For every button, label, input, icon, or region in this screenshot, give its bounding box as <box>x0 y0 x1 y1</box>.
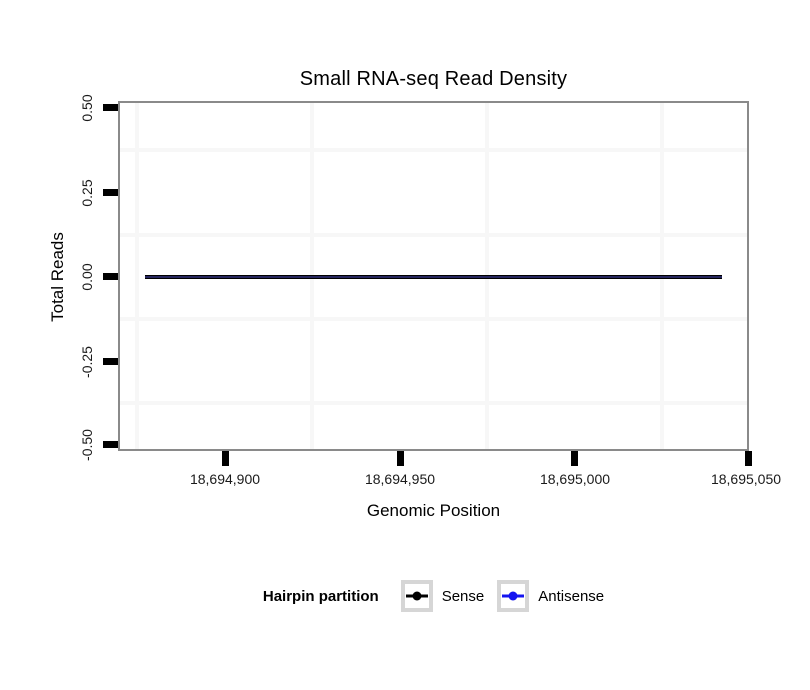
legend-item-antisense: Antisense <box>497 580 604 612</box>
y-tick-label: 0.00 <box>79 263 95 291</box>
y-tick-label: 0.50 <box>79 94 95 122</box>
minor-gridline-horizontal <box>120 401 747 405</box>
minor-gridline-horizontal <box>120 148 747 152</box>
sense-point-icon <box>412 591 422 601</box>
legend-title: Hairpin partition <box>262 587 379 605</box>
y-tick-label: -0.50 <box>79 429 95 461</box>
plot-panel <box>118 101 749 451</box>
minor-gridline-horizontal <box>120 317 747 321</box>
y-tick-label: -0.25 <box>79 346 95 378</box>
x-axis-tick <box>571 451 578 466</box>
y-tick-label: 0.25 <box>79 179 95 207</box>
chart-title: Small RNA-seq Read Density <box>299 68 568 90</box>
y-axis-title: Total Reads <box>48 232 67 322</box>
data-line-sense-antisense-overlap <box>145 275 722 279</box>
y-axis-tick <box>103 358 118 365</box>
x-axis-tick <box>397 451 404 466</box>
legend: Hairpin partition Sense Antisense <box>118 580 749 612</box>
y-axis-tick <box>103 273 118 280</box>
y-axis-tick <box>103 104 118 111</box>
x-tick-label: 18,694,950 <box>364 471 436 487</box>
legend-item-sense: Sense <box>400 580 485 612</box>
sense-key-icon <box>400 580 433 612</box>
antisense-point-icon <box>508 591 518 601</box>
x-axis-tick <box>745 451 752 466</box>
minor-gridline-horizontal <box>120 233 747 237</box>
minor-gridline-vertical <box>135 103 139 449</box>
x-tick-label: 18,695,000 <box>539 471 611 487</box>
y-axis-tick <box>103 441 118 448</box>
x-axis-title: Genomic Position <box>366 501 501 520</box>
antisense-key-icon <box>497 580 530 612</box>
x-tick-label: 18,694,900 <box>189 471 261 487</box>
y-axis-tick <box>103 189 118 196</box>
x-axis-tick <box>222 451 229 466</box>
legend-label-sense: Sense <box>441 587 485 605</box>
x-tick-label: 18,695,050 <box>710 471 782 487</box>
legend-label-antisense: Antisense <box>538 587 605 605</box>
